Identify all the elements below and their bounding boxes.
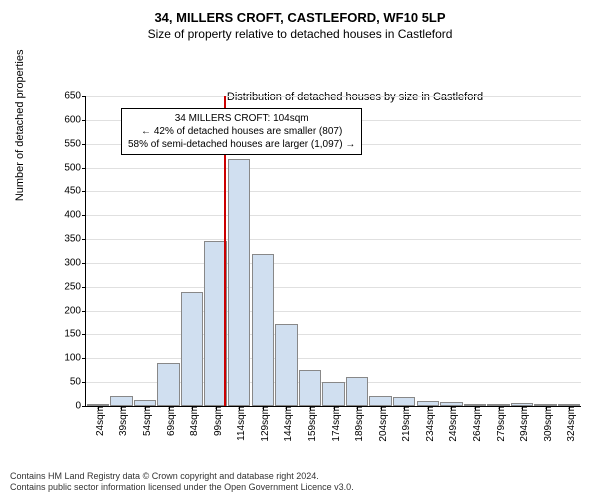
annotation-box: 34 MILLERS CROFT: 104sqm← 42% of detache… [121, 108, 362, 155]
y-tick-label: 50 [70, 377, 86, 388]
grid-line [86, 358, 581, 359]
plot-area: 0501001502002503003504004505005506006502… [85, 96, 581, 407]
y-tick-label: 550 [64, 138, 86, 149]
annotation-line-1: 34 MILLERS CROFT: 104sqm [128, 112, 355, 125]
histogram-bar [228, 159, 250, 406]
histogram-bar [110, 396, 132, 406]
y-tick-label: 600 [64, 114, 86, 125]
histogram-bar [393, 397, 415, 406]
grid-line [86, 96, 581, 97]
histogram-bar [346, 377, 368, 406]
grid-line [86, 263, 581, 264]
x-tick-label: 54sqm [137, 406, 153, 436]
x-tick-label: 174sqm [326, 406, 342, 442]
histogram-bar [252, 254, 274, 406]
grid-line [86, 287, 581, 288]
x-tick-label: 294sqm [514, 406, 530, 442]
x-tick-label: 324sqm [561, 406, 577, 442]
grid-line [86, 334, 581, 335]
x-tick-label: 309sqm [538, 406, 554, 442]
histogram-bar [157, 363, 179, 406]
x-tick-label: 99sqm [208, 406, 224, 436]
x-tick-label: 24sqm [90, 406, 106, 436]
grid-line [86, 239, 581, 240]
y-tick-label: 350 [64, 234, 86, 245]
x-tick-label: 84sqm [184, 406, 200, 436]
grid-line [86, 311, 581, 312]
y-tick-label: 500 [64, 162, 86, 173]
y-tick-label: 450 [64, 186, 86, 197]
y-tick-label: 200 [64, 305, 86, 316]
y-tick-label: 650 [64, 91, 86, 102]
grid-line [86, 168, 581, 169]
x-tick-label: 69sqm [161, 406, 177, 436]
x-tick-label: 144sqm [278, 406, 294, 442]
y-tick-label: 300 [64, 257, 86, 268]
x-tick-label: 234sqm [420, 406, 436, 442]
histogram-bar [369, 396, 391, 406]
x-tick-label: 129sqm [255, 406, 271, 442]
x-tick-label: 204sqm [373, 406, 389, 442]
y-tick-label: 250 [64, 281, 86, 292]
grid-line [86, 191, 581, 192]
x-tick-label: 249sqm [443, 406, 459, 442]
y-tick-label: 0 [75, 401, 86, 412]
histogram-bar [275, 324, 297, 406]
x-tick-label: 114sqm [231, 406, 247, 441]
annotation-line-3: 58% of semi-detached houses are larger (… [128, 138, 355, 151]
chart-container: Number of detached properties 0501001502… [55, 91, 595, 451]
y-tick-label: 400 [64, 210, 86, 221]
x-tick-label: 39sqm [113, 406, 129, 436]
histogram-bar [322, 382, 344, 406]
histogram-bar [299, 370, 321, 406]
grid-line [86, 215, 581, 216]
x-tick-label: 279sqm [491, 406, 507, 442]
y-axis-label: Number of detached properties [14, 50, 26, 202]
footer: Contains HM Land Registry data © Crown c… [10, 471, 354, 494]
x-tick-label: 264sqm [467, 406, 483, 442]
x-tick-label: 219sqm [396, 406, 412, 442]
histogram-bar [181, 292, 203, 406]
footer-line-2: Contains public sector information licen… [10, 482, 354, 494]
y-tick-label: 150 [64, 329, 86, 340]
chart-subtitle: Size of property relative to detached ho… [10, 27, 590, 41]
x-tick-label: 159sqm [302, 406, 318, 442]
footer-line-1: Contains HM Land Registry data © Crown c… [10, 471, 354, 483]
annotation-line-2: ← 42% of detached houses are smaller (80… [128, 125, 355, 138]
x-tick-label: 189sqm [349, 406, 365, 442]
y-tick-label: 100 [64, 353, 86, 364]
chart-title: 34, MILLERS CROFT, CASTLEFORD, WF10 5LP [10, 10, 590, 25]
